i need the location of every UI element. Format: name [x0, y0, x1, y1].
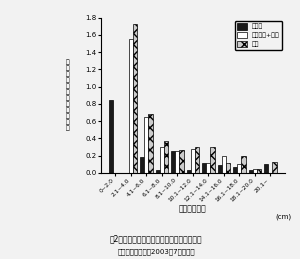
Bar: [129, 39, 133, 173]
Bar: [187, 170, 191, 173]
Bar: [148, 114, 153, 173]
Bar: [242, 156, 246, 173]
Bar: [140, 157, 144, 173]
Bar: [144, 117, 148, 173]
Bar: [264, 164, 268, 173]
Text: (cm): (cm): [275, 214, 291, 220]
Text: 図2　摘葉処理による発育枝長の分布の差異: 図2 摘葉処理による発育枝長の分布の差異: [110, 234, 202, 243]
Bar: [160, 147, 164, 173]
Bar: [195, 147, 199, 173]
Text: （「今村温州」、2003年7月調査）: （「今村温州」、2003年7月調査）: [117, 249, 195, 255]
X-axis label: （発育枝長）: （発育枝長）: [179, 204, 207, 213]
Bar: [218, 165, 222, 173]
Bar: [171, 152, 175, 173]
Bar: [156, 170, 160, 173]
Bar: [253, 169, 257, 173]
Bar: [179, 150, 184, 173]
Bar: [133, 24, 137, 173]
Text: 母
株
当
た
り
発
育
枝
数
（
本
）: 母 株 当 た り 発 育 枝 数 （ 本 ）: [66, 59, 69, 131]
Bar: [233, 167, 237, 173]
Bar: [272, 162, 277, 173]
Bar: [249, 170, 253, 173]
Bar: [191, 149, 195, 173]
Bar: [257, 169, 261, 173]
Bar: [202, 163, 206, 173]
Bar: [109, 99, 113, 173]
Bar: [206, 163, 211, 173]
Legend: 無処理, 切り返し+摘葉, 摘葉: 無処理, 切り返し+摘葉, 摘葉: [235, 21, 282, 50]
Bar: [211, 147, 214, 173]
Bar: [175, 152, 179, 173]
Bar: [237, 164, 242, 173]
Bar: [222, 156, 226, 173]
Bar: [164, 141, 168, 173]
Bar: [226, 163, 230, 173]
